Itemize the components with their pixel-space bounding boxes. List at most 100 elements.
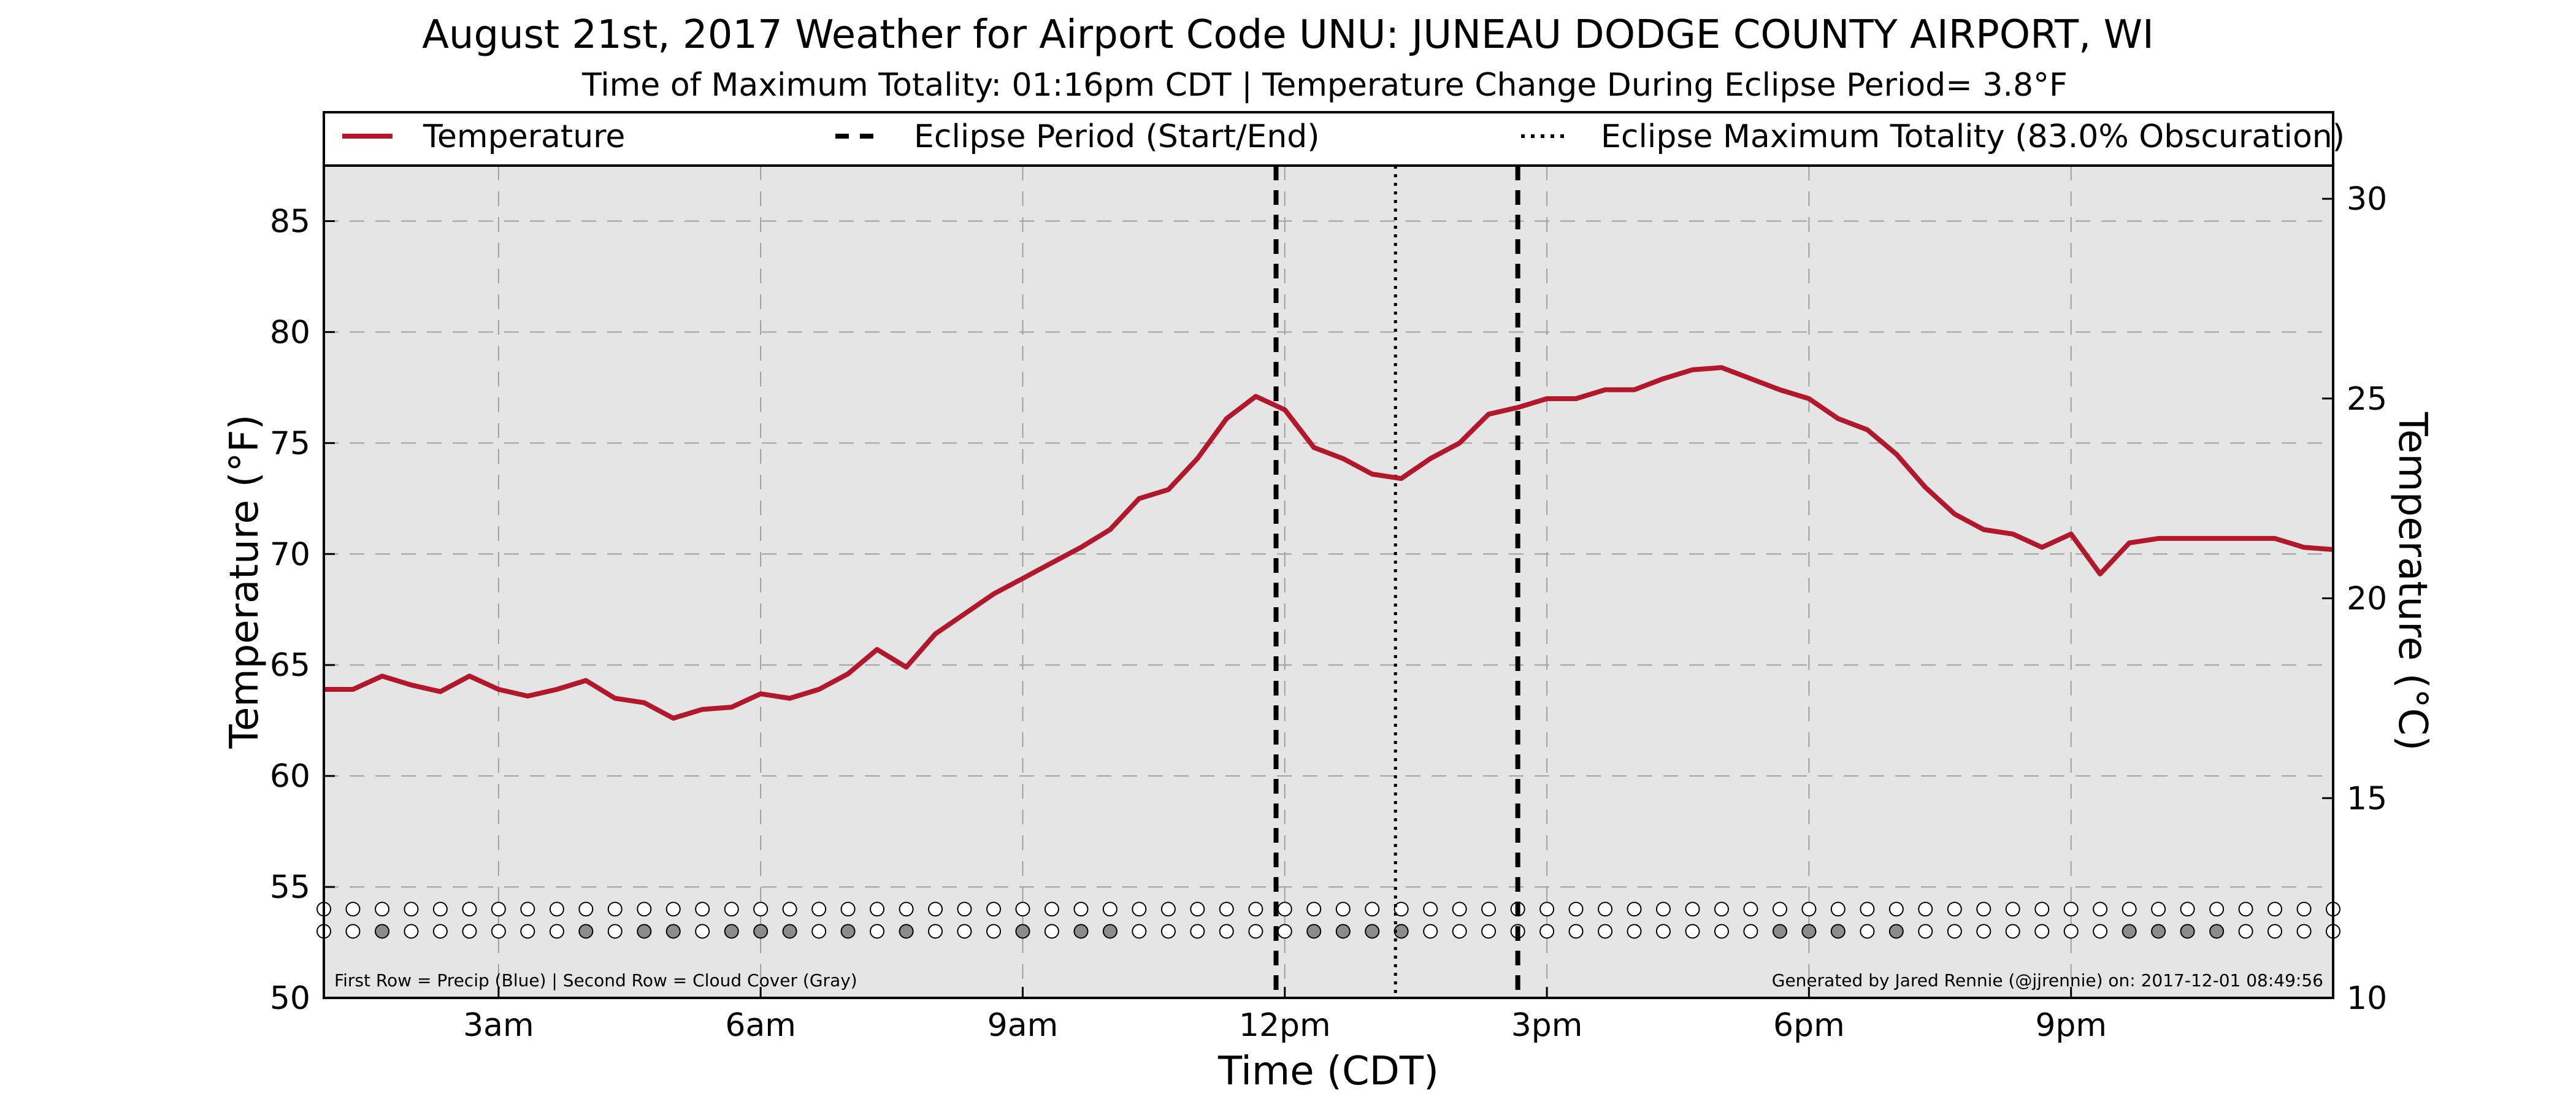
- cloud-cover-dot: [1073, 924, 1089, 939]
- eclipse-lines: [1273, 166, 1520, 998]
- precip-dot: [2034, 902, 2050, 917]
- cloud-cover-dot: [1801, 924, 1817, 939]
- precip-dot: [2180, 902, 2195, 917]
- cloud-cover-dot: [928, 924, 943, 939]
- cloud-cover-dot: [1772, 924, 1787, 939]
- left-tick-label: 55: [270, 869, 310, 906]
- precip-dot: [637, 902, 652, 917]
- precip-dot: [870, 902, 885, 917]
- legend: Temperature Eclipse Period (Start/End) E…: [323, 111, 2345, 167]
- cloud-cover-dot: [1743, 924, 1758, 939]
- cloud-cover-dot: [345, 924, 361, 939]
- x-tick-label: 9am: [987, 1007, 1059, 1044]
- precip-dot: [404, 902, 419, 917]
- cloud-cover-dot: [1568, 924, 1584, 939]
- cloud-cover-dot: [2267, 924, 2282, 939]
- cloud-cover-dot: [375, 924, 390, 939]
- precip-dot: [2209, 902, 2225, 917]
- precip-dot: [1655, 902, 1671, 917]
- precip-dot: [1306, 902, 1322, 917]
- precip-dot: [1481, 902, 1497, 917]
- cloud-cover-dot: [1860, 924, 1875, 939]
- cloud-cover-dot: [1598, 924, 1613, 939]
- precip-dot: [2063, 902, 2079, 917]
- cloud-cover-dot: [811, 924, 827, 939]
- cloud-cover-dot: [2209, 924, 2225, 939]
- cloud-cover-dot: [1539, 924, 1555, 939]
- precip-dot: [665, 902, 681, 917]
- precip-dot: [1248, 902, 1263, 917]
- left-tick-label: 80: [270, 314, 310, 351]
- cloud-cover-dot: [1160, 924, 1176, 939]
- precip-dot: [1102, 902, 1117, 917]
- precip-dot: [1772, 902, 1787, 917]
- cloud-cover-dot: [665, 924, 681, 939]
- cloud-cover-dot: [1947, 924, 1962, 939]
- cloud-cover-dot: [724, 924, 739, 939]
- precip-dot: [1976, 902, 1991, 917]
- cloud-cover-dot: [870, 924, 885, 939]
- cloud-cover-dot: [1248, 924, 1263, 939]
- precip-dot: [375, 902, 390, 917]
- precip-cloud-dot-rows: [316, 902, 2340, 939]
- cloud-cover-dot: [404, 924, 419, 939]
- precip-dot: [782, 902, 797, 917]
- cloud-cover-dot: [2034, 924, 2050, 939]
- precip-dot: [2151, 902, 2166, 917]
- left-tick-label: 65: [270, 647, 310, 684]
- x-tick-label: 6pm: [1773, 1007, 1845, 1044]
- precip-dot: [549, 902, 564, 917]
- cloud-cover-dot: [1190, 924, 1205, 939]
- temperature-series: [324, 365, 2334, 721]
- cloud-cover-dot: [432, 924, 448, 939]
- x-tick-label: 3am: [463, 1007, 534, 1044]
- cloud-cover-dot: [462, 924, 477, 939]
- cloud-cover-dot: [782, 924, 797, 939]
- cloud-cover-dot: [491, 924, 506, 939]
- x-axis-ticks: 3am 6am 9am 12pm 3pm 6pm 9pm: [463, 987, 2107, 1044]
- precip-dot: [2238, 902, 2253, 917]
- plot-area: [324, 166, 2333, 998]
- precip-dot: [1568, 902, 1584, 917]
- cloud-cover-dot: [1219, 924, 1234, 939]
- precip-dot: [1452, 902, 1467, 917]
- cloud-cover-dot: [1132, 924, 1147, 939]
- cloud-cover-dot: [1655, 924, 1671, 939]
- chart-subtitle: Time of Maximum Totality: 01:16pm CDT | …: [581, 67, 2068, 104]
- cloud-cover-dot: [1830, 924, 1846, 939]
- footer-left-note: First Row = Precip (Blue) | Second Row =…: [334, 970, 857, 991]
- x-tick-label: 9pm: [2035, 1007, 2107, 1044]
- cloud-cover-dot: [1481, 924, 1497, 939]
- precip-dot: [753, 902, 769, 917]
- precip-dot: [957, 902, 972, 917]
- left-tick-label: 75: [270, 425, 310, 462]
- precip-dot: [2267, 902, 2282, 917]
- legend-eclipse-period-label: Eclipse Period (Start/End): [914, 118, 1320, 155]
- right-tick-label: 15: [2347, 780, 2387, 817]
- footer-right-note: Generated by Jared Rennie (@jjrennie) on…: [1772, 970, 2323, 991]
- precip-dot: [1685, 902, 1700, 917]
- precip-dot: [1801, 902, 1817, 917]
- precip-dot: [928, 902, 943, 917]
- cloud-cover-dot: [2005, 924, 2020, 939]
- cloud-cover-dot: [578, 924, 594, 939]
- precip-dot: [1947, 902, 1962, 917]
- legend-box: [323, 111, 2334, 167]
- x-tick-label: 3pm: [1511, 1007, 1583, 1044]
- cloud-cover-dot: [2122, 924, 2137, 939]
- cloud-cover-dot: [1044, 924, 1059, 939]
- right-tick-label: 25: [2347, 381, 2387, 418]
- precip-dot: [345, 902, 361, 917]
- left-tick-label: 85: [270, 203, 310, 240]
- precip-dot: [1393, 902, 1409, 917]
- cloud-cover-dot: [1976, 924, 1991, 939]
- right-tick-label: 20: [2347, 581, 2387, 618]
- precip-dot: [1714, 902, 1729, 917]
- cloud-cover-dot: [1452, 924, 1467, 939]
- cloud-cover-dot: [1277, 924, 1292, 939]
- precip-dot: [607, 902, 623, 917]
- precip-dot: [1277, 902, 1292, 917]
- precip-dot: [695, 902, 710, 917]
- x-tick-label: 12pm: [1239, 1007, 1331, 1044]
